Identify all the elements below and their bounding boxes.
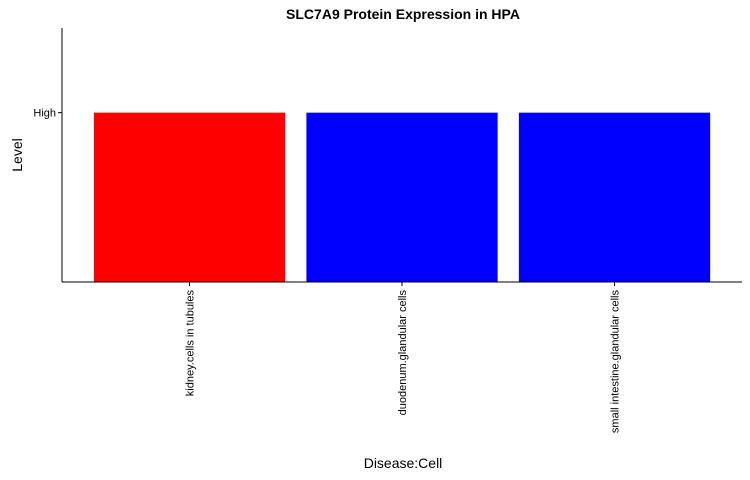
x-axis-title: Disease:Cell <box>364 455 443 471</box>
x-tick-label-2: small intestine.glandular cells <box>610 290 622 434</box>
y-ticks: High <box>33 108 62 120</box>
bar-1 <box>306 112 498 282</box>
bar-2 <box>518 112 711 282</box>
x-ticks: kidney.cells in tubules duodenum.glandula… <box>185 282 622 433</box>
chart-title: SLC7A9 Protein Expression in HPA <box>286 6 520 22</box>
x-tick-label-0: kidney.cells in tubules <box>185 290 197 397</box>
bars-layer <box>93 112 711 282</box>
y-tick-label-0: High <box>33 108 56 120</box>
x-tick-label-1: duodenum.glandular cells <box>397 290 409 416</box>
y-axis-title: Level <box>9 138 25 171</box>
bar-0 <box>93 112 286 282</box>
